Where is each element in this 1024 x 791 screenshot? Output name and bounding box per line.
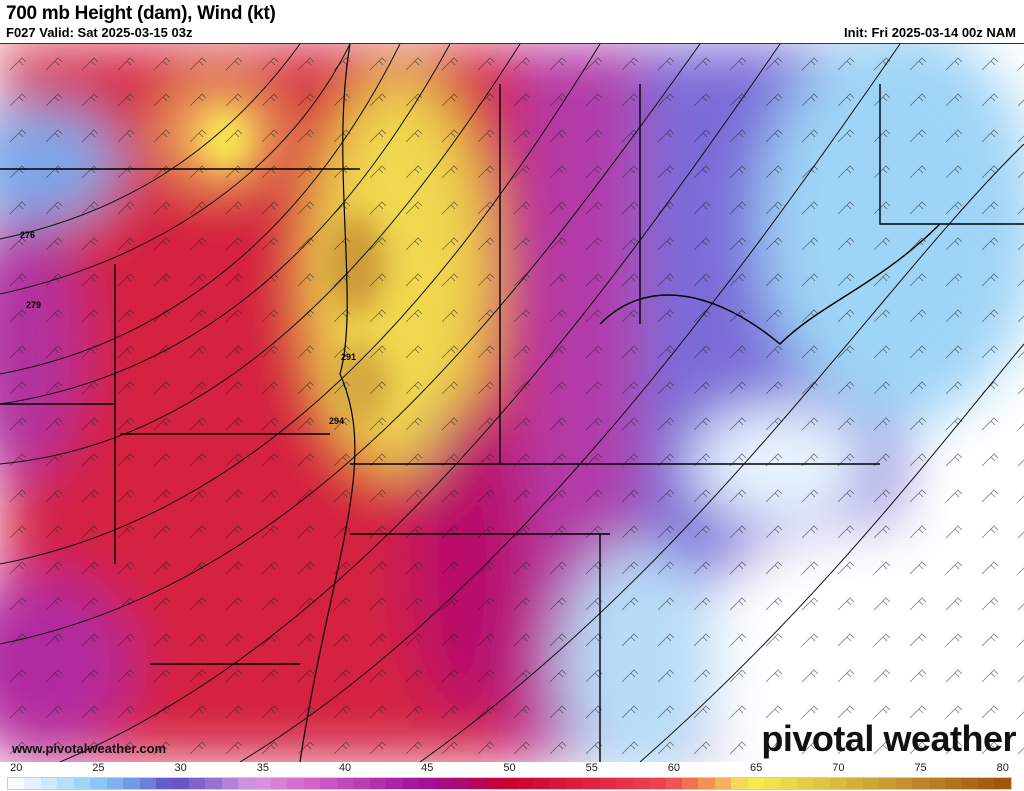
colorbar-swatch — [271, 778, 288, 789]
colorbar-swatch — [435, 778, 452, 789]
colorbar-swatch — [731, 778, 748, 789]
colorbar-swatch — [287, 778, 304, 789]
colorbar-swatch — [451, 778, 469, 789]
colorbar-swatch — [665, 778, 682, 789]
colorbar-swatch — [714, 778, 732, 789]
colorbar-tick-label: 70 — [832, 762, 845, 774]
colorbar-swatch — [961, 778, 978, 789]
colorbar-swatch — [780, 778, 797, 789]
colorbar-swatch — [369, 778, 387, 789]
colorbar-swatch — [40, 778, 58, 789]
colorbar-swatch — [698, 778, 715, 789]
colorbar-swatch — [418, 778, 436, 789]
colorbar-swatch — [303, 778, 321, 789]
colorbar-swatch — [254, 778, 271, 789]
colorbar-swatch — [188, 778, 206, 789]
colorbar-swatch — [944, 778, 962, 789]
colorbar-tick-label: 20 — [10, 762, 23, 774]
wind-speed-field — [0, 44, 1024, 762]
colorbar-swatch — [517, 778, 534, 789]
map-title: 700 mb Height (dam), Wind (kt) — [6, 3, 276, 24]
colorbar-swatch — [402, 778, 419, 789]
colorbar-swatch — [123, 778, 140, 789]
colorbar-swatch — [534, 778, 551, 789]
colorbar-labels: 20 25 30 35 40 45 50 55 60 65 70 75 80 — [0, 762, 1024, 776]
colorbar-swatch — [550, 778, 567, 789]
colorbar-swatch — [238, 778, 255, 789]
colorbar-tick-label: 65 — [750, 762, 763, 774]
colorbar-swatch — [353, 778, 370, 789]
colorbar — [7, 777, 1012, 790]
colorbar-swatch — [813, 778, 830, 789]
colorbar-tick-label: 60 — [667, 762, 681, 774]
colorbar-swatch — [616, 778, 633, 789]
colorbar-swatch — [599, 778, 617, 789]
colorbar-swatch — [879, 778, 896, 789]
colorbar-swatch — [90, 778, 107, 789]
colorbar-swatch — [632, 778, 650, 789]
colorbar-tick-label: 55 — [585, 762, 598, 774]
colorbar-swatch — [57, 778, 74, 789]
colorbar-tick-label: 50 — [503, 762, 516, 774]
colorbar-swatch — [797, 778, 814, 789]
colorbar-swatch — [205, 778, 222, 789]
colorbar-swatch — [649, 778, 666, 789]
pivotal-weather-logo: pivotal weather — [761, 718, 1016, 759]
init-time: Init: Fri 2025-03-14 00z NAM — [844, 25, 1016, 40]
colorbar-swatch — [501, 778, 518, 789]
colorbar-swatch — [829, 778, 847, 789]
contour-label: 291 — [341, 352, 357, 362]
colorbar-swatch — [566, 778, 584, 789]
height-contours — [0, 44, 1024, 762]
colorbar-swatch — [912, 778, 929, 789]
colorbar-swatch — [468, 778, 485, 789]
colorbar-swatch — [155, 778, 173, 789]
colorbar-swatch — [862, 778, 880, 789]
colorbar-tick-label: 45 — [421, 762, 434, 774]
colorbar-swatch — [583, 778, 600, 789]
colorbar-swatch — [681, 778, 699, 789]
weather-map[interactable]: 276 279 291 294 www.pivotalweather.com p… — [0, 43, 1024, 762]
contour-label: 294 — [329, 416, 345, 426]
colorbar-tick-label: 30 — [174, 762, 187, 774]
colorbar-swatch — [846, 778, 863, 789]
colorbar-tick-label: 35 — [256, 762, 269, 774]
colorbar-swatch — [24, 778, 41, 789]
colorbar-swatch — [895, 778, 913, 789]
colorbar-swatch — [977, 778, 995, 789]
colorbar-swatch — [994, 778, 1011, 789]
contour-label: 279 — [26, 300, 42, 310]
colorbar-swatch — [8, 778, 25, 789]
contour-label: 276 — [20, 230, 36, 240]
colorbar-swatch — [221, 778, 239, 789]
colorbar-swatch — [928, 778, 945, 789]
state-borders — [0, 44, 1024, 762]
colorbar-swatch — [73, 778, 91, 789]
colorbar-tick-label: 75 — [914, 762, 927, 774]
colorbar-tick-label: 25 — [92, 762, 105, 774]
valid-time: F027 Valid: Sat 2025-03-15 03z — [6, 25, 193, 40]
colorbar-swatch — [386, 778, 403, 789]
colorbar-swatch — [764, 778, 781, 789]
colorbar-swatch — [172, 778, 189, 789]
colorbar-tick-label: 80 — [996, 762, 1009, 774]
colorbar-swatch — [106, 778, 124, 789]
colorbar-tick-label: 40 — [338, 762, 352, 774]
colorbar-swatch — [484, 778, 502, 789]
colorbar-swatch — [747, 778, 765, 789]
colorbar-swatch — [320, 778, 337, 789]
colorbar-swatch — [336, 778, 354, 789]
source-url: www.pivotalweather.com — [12, 741, 167, 756]
colorbar-swatch — [139, 778, 156, 789]
